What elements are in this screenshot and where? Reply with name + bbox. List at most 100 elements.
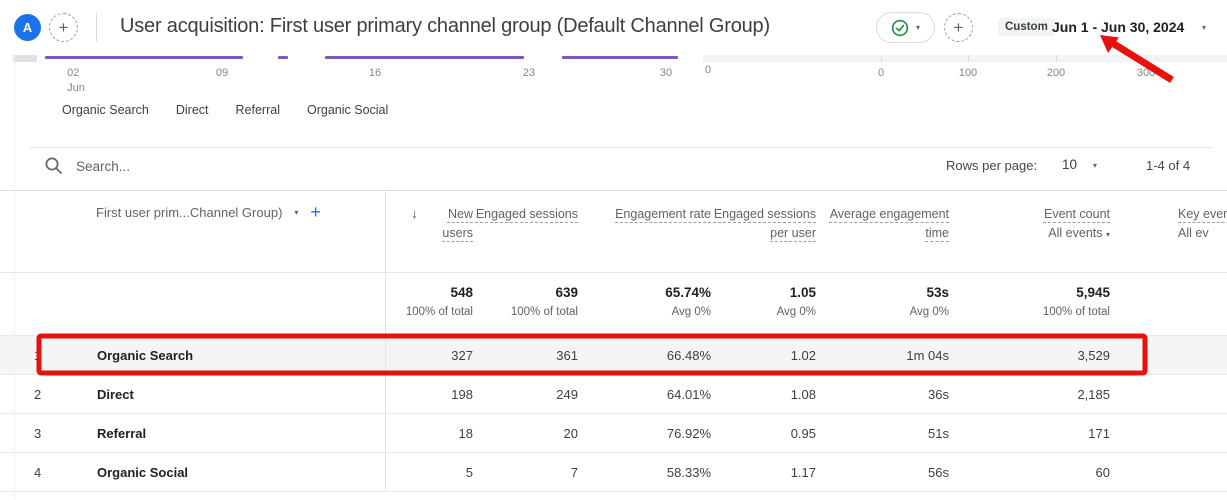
bar-axis-tick: 0	[877, 67, 885, 79]
row-dimension-value: Referral	[97, 425, 147, 441]
x-axis-tick: 09	[215, 67, 229, 79]
column-header-new-users[interactable]: ↓ New users	[385, 205, 475, 272]
column-label: Engaged sessions per user	[713, 207, 816, 240]
bar-axis-tick: 200	[1046, 67, 1066, 79]
rows-per-page-label: Rows per page:	[946, 158, 1038, 173]
cell-event-count: 171	[1088, 425, 1110, 441]
rows-per-page-select[interactable]: 10	[1062, 157, 1078, 172]
column-label: Event count	[1043, 207, 1110, 221]
key-events-filter[interactable]: All ev	[1178, 225, 1209, 240]
x-axis-tick: 30	[659, 67, 673, 79]
cell-new-users: 198	[451, 386, 473, 402]
cell-average-engagement-time: 1m 04s	[906, 347, 949, 363]
cell-new-users: 327	[451, 347, 473, 363]
column-label: Key events	[1178, 207, 1227, 221]
report-header: A + User acquisition: First user primary…	[0, 0, 1227, 55]
cell-event-count: 60	[1095, 464, 1110, 480]
column-header-engaged-sessions-per-user[interactable]: Engaged sessions per user	[713, 205, 818, 272]
legend-item-organic-social[interactable]: Organic Social	[306, 103, 389, 117]
cell-engagement-rate: 58.33%	[666, 464, 711, 480]
column-header-engagement-rate[interactable]: Engagement rate	[580, 205, 713, 272]
table-row[interactable]: 2 Direct 198 249 64.01% 1.08 36s 2,185	[0, 374, 1227, 413]
cell-engaged-sessions: 7	[570, 464, 578, 480]
column-header-engaged-sessions[interactable]: Engaged sessions	[475, 205, 580, 272]
legend-item-organic-search[interactable]: Organic Search	[62, 103, 149, 117]
gridline	[881, 55, 882, 62]
pagination-status: 1-4 of 4	[1146, 158, 1191, 173]
total-engagement-rate: 65.74%	[665, 285, 711, 300]
add-report-button[interactable]: +	[944, 13, 973, 42]
total-sub: 100% of total	[510, 306, 578, 319]
row-dimension-value: Direct	[97, 386, 134, 402]
total-engaged-sessions-per-user: 1.05	[789, 285, 816, 300]
chevron-down-icon: ▾	[915, 22, 920, 32]
section-divider	[30, 147, 1211, 148]
x-axis-tick: 23	[522, 67, 536, 79]
legend-item-direct[interactable]: Direct	[175, 103, 209, 117]
event-filter-caret-icon: ▾	[1105, 229, 1110, 239]
x-axis-tick: 16	[368, 67, 382, 79]
column-divider	[385, 190, 386, 490]
column-header-key-events[interactable]: Key events All ev	[1112, 205, 1227, 272]
header-divider	[96, 13, 97, 42]
search-input[interactable]	[76, 153, 616, 179]
table-totals-row: 548 100% of total 639 100% of total 65.74%…	[0, 273, 1227, 335]
table-row[interactable]: 4 Organic Social 5 7 58.33% 1.17 56s 60	[0, 452, 1227, 491]
column-label: Average engagement time	[829, 207, 949, 240]
add-comparison-button[interactable]: +	[49, 13, 78, 42]
cell-engaged-sessions: 361	[556, 347, 578, 363]
total-sub: Avg 0%	[671, 306, 711, 319]
chart-axis-stub	[13, 55, 37, 62]
date-range-caret-icon[interactable]: ▾	[1202, 23, 1207, 32]
sort-descending-icon: ↓	[411, 205, 418, 221]
cell-engaged-sessions-per-user: 1.02	[790, 347, 816, 363]
data-quality-button[interactable]: ▾	[876, 12, 935, 43]
cell-new-users: 18	[458, 425, 473, 441]
column-header-average-engagement-time[interactable]: Average engagement time	[818, 205, 951, 272]
rows-per-page-caret-icon[interactable]: ▾	[1093, 161, 1098, 170]
y-axis-zero-tick: 0	[704, 64, 712, 76]
column-header-event-count[interactable]: Event count All events ▾	[951, 205, 1112, 272]
line-chart-segment	[325, 56, 524, 59]
column-label: Engaged sessions	[475, 207, 578, 221]
line-chart-segment	[45, 56, 243, 59]
row-number: 2	[34, 386, 42, 402]
dimension-header-label: First user prim...Channel Group)	[96, 205, 283, 220]
date-range-selector[interactable]: Jun 1 - Jun 30, 2024	[1052, 19, 1185, 35]
cell-engaged-sessions-per-user: 0.95	[790, 425, 816, 441]
bar-chart-plot-stub	[703, 55, 1227, 62]
total-event-count: 5,945	[1076, 285, 1110, 300]
gridline	[1056, 55, 1057, 62]
cell-engagement-rate: 66.48%	[666, 347, 711, 363]
table-row[interactable]: 1 Organic Search 327 361 66.48% 1.02 1m …	[0, 335, 1227, 374]
legend-item-referral[interactable]: Referral	[235, 103, 280, 117]
cell-event-count: 3,529	[1077, 347, 1110, 363]
cell-engagement-rate: 76.92%	[666, 425, 711, 441]
bar-axis-tick: 100	[958, 67, 978, 79]
content-left-edge	[14, 55, 15, 500]
column-label: New users	[442, 207, 473, 240]
total-new-users: 548	[450, 285, 473, 300]
gridline	[1146, 55, 1147, 62]
dimension-caret-icon[interactable]: ▾	[294, 208, 299, 217]
account-avatar[interactable]: A	[14, 14, 41, 41]
dimension-column-header[interactable]: First user prim...Channel Group) ▾ +	[60, 202, 385, 272]
row-number: 3	[34, 425, 42, 441]
cell-engaged-sessions: 20	[563, 425, 578, 441]
column-label: Engagement rate	[615, 207, 711, 221]
bar-axis-tick: 300	[1136, 67, 1156, 79]
cell-engaged-sessions: 249	[556, 386, 578, 402]
add-dimension-icon[interactable]: +	[310, 202, 321, 222]
table-row[interactable]: 3 Referral 18 20 76.92% 0.95 51s 171	[0, 413, 1227, 452]
search-icon	[45, 157, 62, 174]
cell-engaged-sessions-per-user: 1.17	[790, 464, 816, 480]
cell-average-engagement-time: 56s	[928, 464, 949, 480]
cell-new-users: 5	[465, 464, 473, 480]
event-count-filter[interactable]: All events ▾	[1048, 225, 1110, 240]
cell-average-engagement-time: 51s	[928, 425, 949, 441]
total-engaged-sessions: 639	[555, 285, 578, 300]
table-toolbar: Rows per page: 10 ▾ 1-4 of 4	[0, 148, 1227, 184]
row-dimension-value: Organic Search	[97, 347, 194, 363]
row-number: 1	[34, 347, 42, 363]
